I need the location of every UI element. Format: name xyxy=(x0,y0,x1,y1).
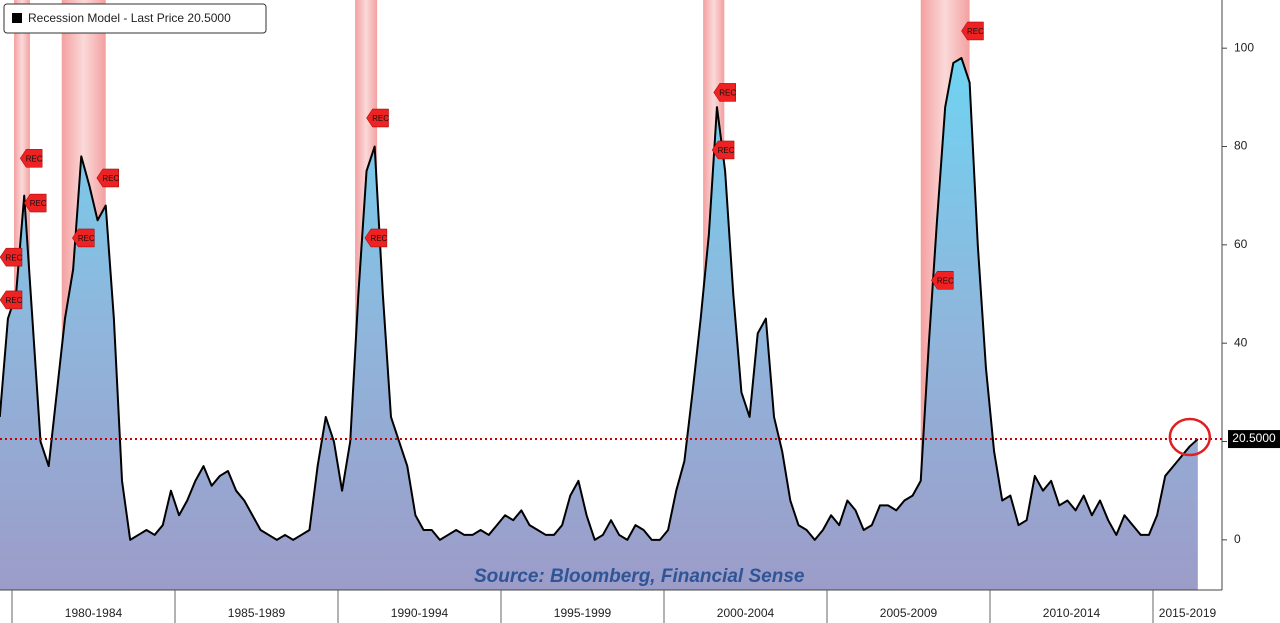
highlight-circle xyxy=(1168,417,1212,457)
last-price-box xyxy=(1228,430,1280,449)
rec-flag xyxy=(0,247,23,267)
rec-flag-label: REC xyxy=(937,276,954,285)
rec-flag-label: REC xyxy=(719,89,736,98)
y-tick-label: 40 xyxy=(1234,335,1248,349)
x-tick-label: 1990-1994 xyxy=(391,606,449,620)
area xyxy=(0,58,1198,590)
rec-flag xyxy=(713,83,736,102)
rec-flag-label: REC xyxy=(78,234,95,243)
rec-flag-label: REC xyxy=(26,154,43,163)
x-tick-label: 1985-1989 xyxy=(228,606,286,620)
rec-flag-label: REC xyxy=(967,27,984,36)
rec-flag xyxy=(19,149,43,168)
rec-flag-label: REC xyxy=(370,234,387,243)
x-tick-label: 1995-1999 xyxy=(554,606,612,620)
legend-label: Recession Model - Last Price 20.5000 xyxy=(28,11,231,25)
rec-flag xyxy=(23,193,47,213)
rec-flag-label: REC xyxy=(30,199,47,208)
rec-flag xyxy=(366,108,389,128)
rec-flag-label: REC xyxy=(718,146,735,155)
rec-flag xyxy=(931,271,954,290)
rec-flag xyxy=(96,168,120,188)
rec-flag xyxy=(0,290,23,310)
x-tick-label: 2010-2014 xyxy=(1043,606,1101,620)
rec-flag-label: REC xyxy=(6,253,23,262)
legend-swatch xyxy=(12,13,22,23)
rec-flag-label: REC xyxy=(6,296,23,305)
rec-flag xyxy=(364,228,388,248)
rec-flag xyxy=(72,228,95,248)
x-tick-label: 2000-2004 xyxy=(717,606,775,620)
legend: Recession Model - Last Price 20.5000 xyxy=(3,3,267,34)
y-tick-label: 60 xyxy=(1234,237,1248,251)
last-price-label: 20.5000 xyxy=(1232,431,1276,445)
x-tick-label: 2015-2019 xyxy=(1159,606,1217,620)
legend-box xyxy=(3,3,267,34)
rec-flag xyxy=(711,140,735,160)
main-layer: REC REC REC REC REC REC REC REC REC REC REC REC xyxy=(0,21,1222,590)
source-note: Source: Bloomberg, Financial Sense xyxy=(474,566,805,587)
rec-flag-label: REC xyxy=(102,174,119,183)
x-tick-label: 2005-2009 xyxy=(880,606,938,620)
line xyxy=(0,57,1199,541)
x-tick-label: 1980-1984 xyxy=(65,606,123,620)
rec-flag-label: REC xyxy=(372,114,389,123)
rec-flag xyxy=(961,21,984,41)
y-tick-label: 80 xyxy=(1234,139,1248,153)
y-tick-label: 0 xyxy=(1234,532,1241,546)
y-tick-label: 100 xyxy=(1234,40,1254,54)
background-layer xyxy=(14,0,970,590)
